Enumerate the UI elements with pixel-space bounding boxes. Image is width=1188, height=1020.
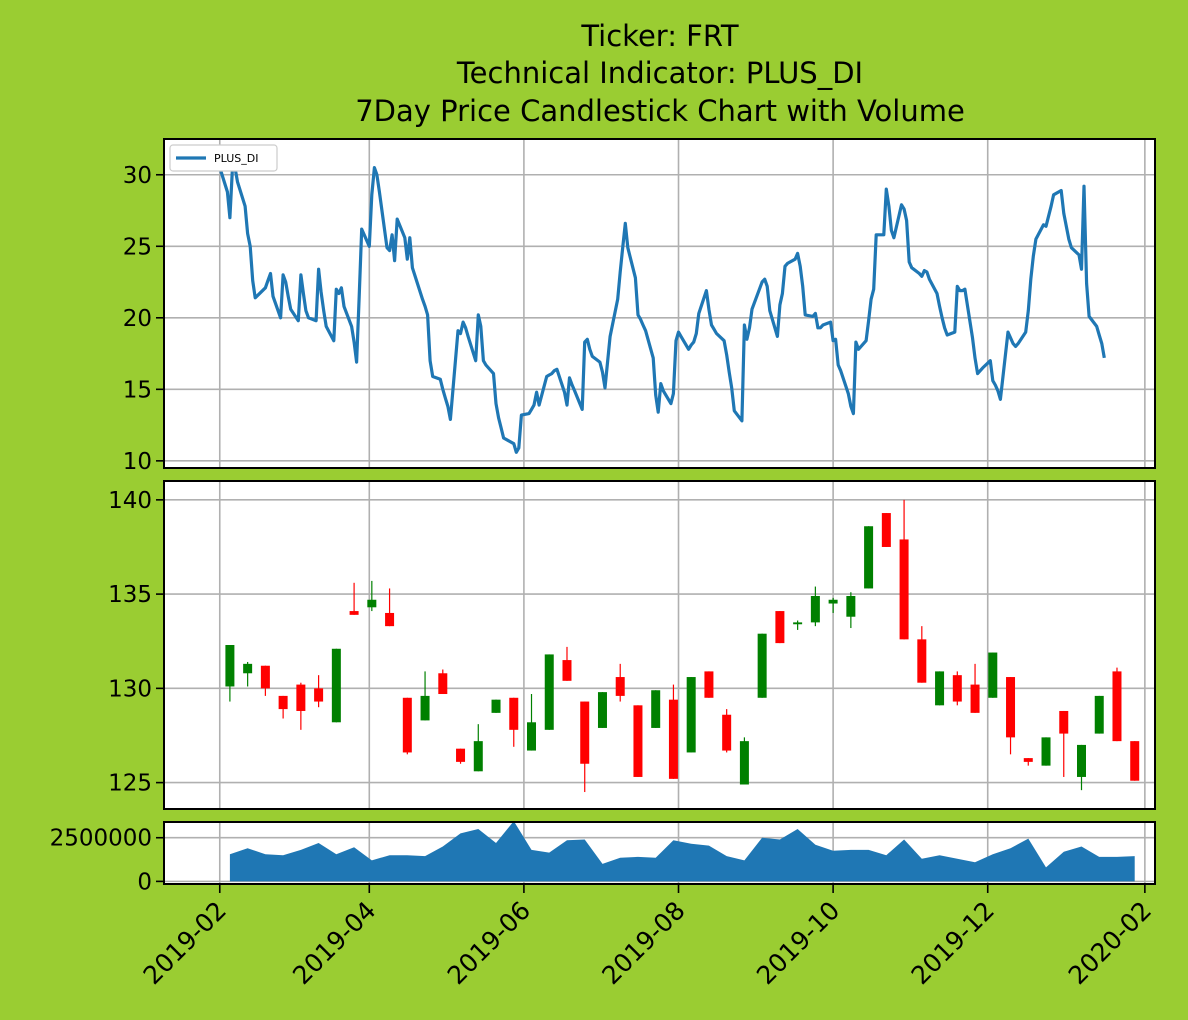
candle-body bbox=[651, 690, 661, 728]
x-tick-label: 2019-10 bbox=[751, 896, 845, 990]
x-tick-label: 2019-02 bbox=[138, 896, 232, 990]
candle-body bbox=[438, 673, 448, 695]
candle-body bbox=[278, 695, 288, 710]
y-tick-label: 15 bbox=[123, 377, 152, 403]
candle-body bbox=[509, 697, 519, 730]
candle-body bbox=[562, 660, 572, 681]
candle-body bbox=[1076, 744, 1086, 777]
candle-body bbox=[349, 611, 359, 615]
price-y-axis: 125 130 135 140 bbox=[108, 488, 164, 797]
candle-body bbox=[1059, 710, 1069, 734]
y-tick-label: 10 bbox=[123, 449, 152, 475]
candle-body bbox=[580, 701, 590, 764]
candle-body bbox=[1094, 695, 1104, 734]
title-line-2: Technical Indicator: PLUS_DI bbox=[456, 56, 863, 90]
candle-body bbox=[314, 688, 324, 702]
candle-body bbox=[597, 692, 607, 728]
x-axis: 2019-02 2019-04 2019-06 2019-08 2019-10 2019-… bbox=[138, 884, 1157, 990]
candle-body bbox=[775, 611, 785, 644]
candle-body bbox=[935, 671, 945, 706]
candle-body bbox=[757, 633, 767, 698]
candle-body bbox=[633, 705, 643, 777]
y-tick-label: 130 bbox=[108, 676, 152, 702]
candle-body bbox=[296, 684, 306, 711]
candle-body bbox=[243, 663, 253, 674]
chart-title: Ticker: FRT Technical Indicator: PLUS_DI… bbox=[355, 19, 965, 128]
volume-panel-frame bbox=[163, 821, 1156, 885]
volume-panel: 0 2500000 bbox=[50, 821, 1156, 895]
title-line-1: Ticker: FRT bbox=[580, 19, 739, 53]
candle-body bbox=[1130, 741, 1140, 781]
volume-y-axis: 0 2500000 bbox=[50, 826, 164, 895]
candle-body bbox=[952, 675, 962, 702]
x-tick-label: 2019-12 bbox=[906, 896, 1000, 990]
candle-body bbox=[704, 671, 714, 698]
candle-body bbox=[864, 526, 874, 589]
candle-body bbox=[456, 748, 466, 762]
candle-body bbox=[846, 595, 856, 617]
candle-body bbox=[367, 599, 377, 608]
candle-body bbox=[881, 513, 891, 547]
legend-box bbox=[169, 144, 278, 172]
x-tick-label: 2019-04 bbox=[287, 896, 381, 990]
y-tick-label: 125 bbox=[108, 771, 152, 797]
price-panel-background bbox=[164, 481, 1155, 809]
candle-body bbox=[686, 677, 696, 753]
candle-body bbox=[810, 595, 820, 623]
candle-body bbox=[1006, 677, 1016, 738]
candle-body bbox=[1023, 758, 1033, 762]
indicator-panel-frame bbox=[163, 138, 1156, 469]
candle-body bbox=[793, 622, 803, 625]
title-line-3: 7Day Price Candlestick Chart with Volume bbox=[355, 94, 965, 128]
candle-body bbox=[899, 539, 909, 640]
x-tick-label: 2019-08 bbox=[596, 896, 690, 990]
y-tick-label: 20 bbox=[123, 306, 152, 332]
candle-body bbox=[970, 684, 980, 713]
indicator-panel-background bbox=[164, 139, 1155, 468]
indicator-y-axis: 10 15 20 25 30 bbox=[123, 163, 164, 475]
indicator-panel: 10 15 20 25 30 PLUS_DI bbox=[123, 138, 1156, 475]
candle-body bbox=[739, 741, 749, 785]
price-panel-frame bbox=[163, 480, 1156, 810]
candle-body bbox=[402, 697, 412, 753]
y-tick-label: 30 bbox=[123, 163, 152, 189]
y-tick-label: 2500000 bbox=[50, 826, 152, 852]
indicator-legend: PLUS_DI bbox=[169, 144, 278, 172]
candle-body bbox=[828, 599, 838, 604]
candle-body bbox=[473, 741, 483, 772]
candle-body bbox=[668, 699, 678, 779]
x-tick-label: 2019-06 bbox=[442, 896, 536, 990]
candle-body bbox=[420, 695, 430, 721]
y-tick-label: 135 bbox=[108, 582, 152, 608]
volume-area bbox=[229, 821, 1135, 882]
candle-body bbox=[385, 612, 395, 627]
candle-body bbox=[544, 654, 554, 730]
candle-body bbox=[491, 699, 501, 713]
price-panel: 125 130 135 140 bbox=[108, 480, 1156, 810]
candle-body bbox=[615, 677, 625, 696]
y-tick-label: 140 bbox=[108, 488, 152, 514]
candle-body bbox=[1112, 671, 1122, 742]
candle-body bbox=[527, 722, 537, 751]
candle-body bbox=[225, 645, 235, 687]
y-tick-label: 0 bbox=[137, 869, 152, 895]
x-tick-label: 2020-02 bbox=[1063, 896, 1157, 990]
candle-body bbox=[260, 665, 270, 689]
candle-body bbox=[722, 714, 732, 751]
candle-body bbox=[917, 639, 927, 683]
candle-body bbox=[988, 652, 998, 698]
candle-body bbox=[1041, 737, 1051, 766]
price-candles bbox=[225, 499, 1140, 793]
candle-body bbox=[331, 648, 341, 723]
legend-label: PLUS_DI bbox=[214, 152, 258, 165]
y-tick-label: 25 bbox=[123, 234, 152, 260]
plus-di-line bbox=[218, 166, 1106, 454]
